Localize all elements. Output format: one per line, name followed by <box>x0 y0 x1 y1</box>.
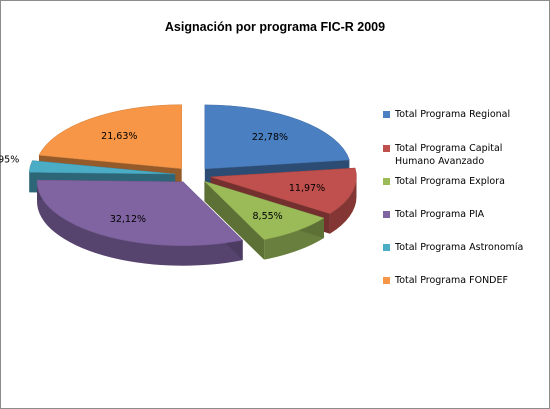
legend-label: Total Programa FONDEF <box>395 275 508 286</box>
pie-slice-2 <box>210 167 357 214</box>
pie-slice-6 <box>38 104 182 169</box>
pie-slice-4 <box>36 179 244 246</box>
legend-swatch <box>383 211 390 218</box>
chart-title: Asignación por programa FIC-R 2009 <box>164 20 386 34</box>
pie-slice-5 <box>28 160 176 175</box>
legend-swatch <box>383 145 390 152</box>
legend-label: Total Programa PIA <box>395 209 485 220</box>
legend-swatch <box>383 244 390 251</box>
legend-swatch <box>383 178 390 185</box>
legend-swatch <box>383 277 390 284</box>
data-label-5: 2,95% <box>0 154 19 165</box>
data-label-6: 21,63% <box>101 131 137 142</box>
pie-slice-1 <box>204 104 350 170</box>
legend-label: Total Programa Explora <box>395 176 505 187</box>
pie-slice-wall-4 <box>37 181 243 266</box>
legend-label: Total Programa Regional <box>395 109 511 120</box>
pie-slice-3 <box>204 181 325 240</box>
legend-label: Total Programa Astronomía <box>395 242 524 253</box>
data-label-2: 11,97% <box>289 183 325 194</box>
data-label-1: 22,78% <box>252 132 288 143</box>
data-label-4: 32,12% <box>110 214 146 225</box>
pie-slice-wall-2 <box>329 176 357 234</box>
legend-swatch <box>383 111 390 118</box>
legend-label: Total Programa Capital Humano Avanzado <box>395 143 503 167</box>
pie-slice-edge-3-1 <box>204 181 265 260</box>
data-label-3: 8,55% <box>253 211 283 222</box>
